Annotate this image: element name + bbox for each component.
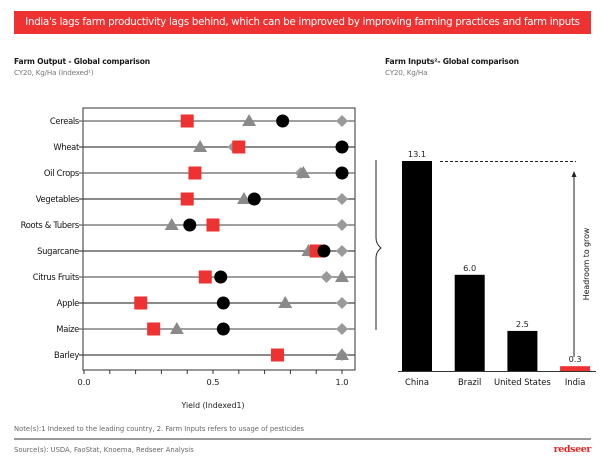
grey-diamond-marker: [336, 245, 348, 257]
grey-triangle-marker: [278, 296, 293, 308]
red-square-marker: [188, 166, 202, 180]
bar-category-label: Brazil: [458, 377, 481, 387]
bar-value-label: 0.3: [569, 354, 582, 364]
category-label: Maize: [56, 324, 79, 334]
red-square-marker: [232, 140, 246, 154]
x-tick-label: 1.0: [335, 377, 348, 387]
category-label: Apple: [57, 298, 79, 308]
category-label: Wheat: [53, 142, 80, 152]
brace-connector: [375, 160, 382, 330]
bar-value-label: 6.0: [463, 263, 476, 273]
footnote: Note(s):1 Indexed to the leading country…: [14, 425, 305, 433]
black-circle-marker: [247, 192, 261, 206]
grey-triangle-marker: [296, 166, 311, 178]
black-circle-marker: [276, 114, 290, 128]
grey-diamond-marker: [336, 219, 348, 231]
right-chart-title: Farm Inputs²- Global comparison: [385, 57, 519, 66]
bar-value-label: 13.1: [408, 149, 426, 159]
category-label: Vegetables: [36, 194, 79, 204]
red-square-marker: [147, 322, 161, 336]
redseer-logo: redseer: [553, 444, 592, 455]
red-square-marker: [180, 114, 194, 128]
plot-frame: [82, 107, 356, 371]
black-circle-marker: [183, 218, 197, 232]
x-tick-label: 0.0: [77, 377, 90, 387]
category-label: Sugarcane: [37, 246, 79, 256]
category-label: Roots & Tubers: [21, 220, 79, 230]
red-square-marker: [271, 348, 284, 362]
bar-category-label: United States: [494, 377, 551, 387]
bar-value-label: 2.5: [516, 319, 529, 329]
farm-inputs-bar-chart: 13.1 China 6.0 Brazil 2.5 United States 0.3 Ind…: [398, 149, 596, 387]
grey-triangle-marker: [193, 140, 208, 152]
bar-brazil: [454, 274, 485, 371]
red-square-marker: [198, 270, 212, 284]
bar-india: [560, 366, 591, 371]
left-chart-subtitle: CY20, Kg/Ha (Indexed¹): [14, 68, 94, 77]
red-square-marker: [180, 192, 194, 206]
grey-diamond-marker: [336, 115, 348, 127]
source-note: Source(s): USDA, FaoStat, Knoema, Redsee…: [14, 446, 194, 454]
grey-triangle-marker: [236, 192, 251, 204]
left-chart-title: Farm Output - Global comparison: [14, 57, 150, 66]
grey-triangle-marker: [335, 270, 349, 282]
farm-output-dot-plot: Cereals Wheat Oil Crops Vegetables Roots & T…: [21, 107, 356, 410]
bar-category-label: China: [405, 377, 429, 387]
right-chart-subtitle: CY20, Kg/Ha: [385, 68, 428, 77]
bar-united-states: [507, 330, 538, 371]
category-label: Citrus Fruits: [33, 272, 79, 282]
red-square-marker: [206, 218, 220, 232]
grey-diamond-marker: [320, 271, 333, 283]
black-circle-marker: [216, 296, 230, 310]
black-circle-marker: [317, 244, 331, 258]
arrow-up-icon: [571, 171, 577, 177]
grey-triangle-marker: [169, 322, 184, 334]
grey-triangle-marker: [242, 114, 257, 126]
black-circle-marker: [335, 166, 349, 180]
black-circle-marker: [214, 270, 228, 284]
curly-brace: [375, 160, 382, 330]
grey-diamond-marker: [336, 297, 348, 309]
grey-diamond-marker: [336, 323, 348, 335]
title-banner: India's lags farm productivity lags behi…: [14, 11, 591, 34]
black-circle-marker: [335, 140, 349, 154]
bar-china: [402, 161, 432, 371]
bar-category-label: India: [565, 377, 586, 387]
grey-triangle-marker: [335, 348, 349, 360]
footer-divider: [14, 438, 591, 440]
x-tick-label: 0.5: [206, 377, 219, 387]
category-label: Oil Crops: [44, 168, 79, 178]
headroom-label: Headroom to grow: [582, 227, 591, 300]
grey-diamond-marker: [336, 193, 348, 205]
category-label: Cereals: [50, 116, 79, 126]
grey-triangle-marker: [164, 218, 179, 230]
black-circle-marker: [216, 322, 230, 336]
category-label: Barley: [54, 350, 79, 360]
red-square-marker: [134, 296, 148, 310]
x-axis-title: Yield (Indexed1): [180, 401, 244, 410]
